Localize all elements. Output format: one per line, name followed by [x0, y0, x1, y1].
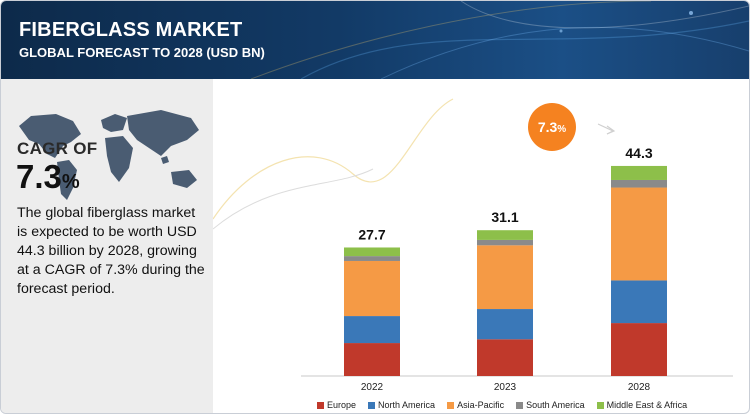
bar-total-label-2028: 44.3 — [625, 145, 652, 161]
growth-arrowhead — [606, 125, 616, 135]
cagr-badge — [528, 103, 576, 151]
legend-item-europe: Europe — [317, 400, 356, 410]
x-tick-label-2023: 2023 — [494, 382, 517, 393]
cagr-badge-number: 7.3 — [538, 119, 558, 135]
bar-segment-asia-pacific-2028 — [611, 187, 667, 281]
page-subtitle: GLOBAL FORECAST TO 2028 (USD BN) — [19, 45, 265, 60]
bar-segment-europe-2028 — [611, 323, 667, 376]
legend-item-north-america: North America — [368, 400, 435, 410]
legend-swatch — [596, 401, 604, 409]
bar-segment-middle-east-africa-2023 — [477, 230, 533, 240]
bar-segment-asia-pacific-2022 — [344, 260, 400, 317]
cagr-unit: % — [61, 171, 80, 193]
growth-arrow — [597, 123, 614, 132]
bars-group — [344, 165, 667, 376]
legend-swatch — [317, 401, 324, 409]
bar-segment-north-america-2028 — [611, 280, 667, 324]
legend-item-asia-pacific: Asia-Pacific — [447, 400, 504, 410]
bar-segment-south-america-2028 — [611, 179, 667, 188]
bar-total-label-2022: 27.7 — [358, 226, 385, 242]
bar-segment-middle-east-africa-2022 — [344, 247, 400, 257]
cagr-number: 7.3 — [16, 158, 62, 195]
cagr-label: CAGR OF — [17, 139, 98, 158]
bar-segment-europe-2023 — [477, 339, 533, 376]
legend-label: South America — [526, 400, 585, 410]
summary-description: The global fiberglass market is expected… — [17, 205, 205, 297]
chart-legend: Europe North America Asia-Pacific South Ame… — [317, 400, 687, 410]
cagr-badge-text: 7.3% — [538, 119, 566, 135]
bar-segment-north-america-2022 — [344, 316, 400, 344]
totals-group: 27.7 31.1 44.3 — [358, 145, 652, 243]
x-tick-label-2028: 2028 — [628, 382, 651, 393]
legend-swatch — [447, 401, 455, 409]
legend-label: Asia-Pacific — [457, 400, 505, 410]
legend-swatch — [368, 401, 376, 409]
world-map-icon — [19, 110, 199, 200]
x-tick-label-2022: 2022 — [361, 382, 384, 393]
header-banner: FIBERGLASS MARKET GLOBAL FORECAST TO 202… — [1, 1, 749, 79]
bar-segment-middle-east-africa-2028 — [611, 165, 667, 180]
legend-swatch — [516, 401, 524, 409]
decorative-swoosh-2 — [213, 168, 374, 230]
legend-label: Middle East & Africa — [606, 400, 688, 410]
bar-segment-south-america-2023 — [477, 239, 533, 246]
cagr-badge-unit: % — [557, 124, 566, 135]
cagr-value: 7.3% — [16, 158, 80, 196]
stacked-bar-chart: 27.7 31.1 44.3 2022 2023 2028 7.3% — [213, 98, 733, 393]
bar-total-label-2023: 31.1 — [491, 209, 518, 225]
bar-segment-north-america-2023 — [477, 309, 533, 340]
legend-item-middle-east-africa: Middle East & Africa — [596, 400, 688, 410]
bar-segment-europe-2022 — [344, 343, 400, 376]
legend-label: Europe — [327, 400, 357, 410]
bar-segment-south-america-2022 — [344, 256, 400, 261]
legend-label: North America — [378, 400, 436, 410]
bar-segment-asia-pacific-2023 — [477, 245, 533, 310]
page-title: FIBERGLASS MARKET — [19, 19, 243, 41]
decorative-swoosh — [213, 98, 454, 220]
legend-item-south-america: South America — [516, 400, 585, 410]
x-tick-group: 2022 2023 2028 — [361, 382, 651, 393]
header-decoration — [250, 1, 749, 79]
